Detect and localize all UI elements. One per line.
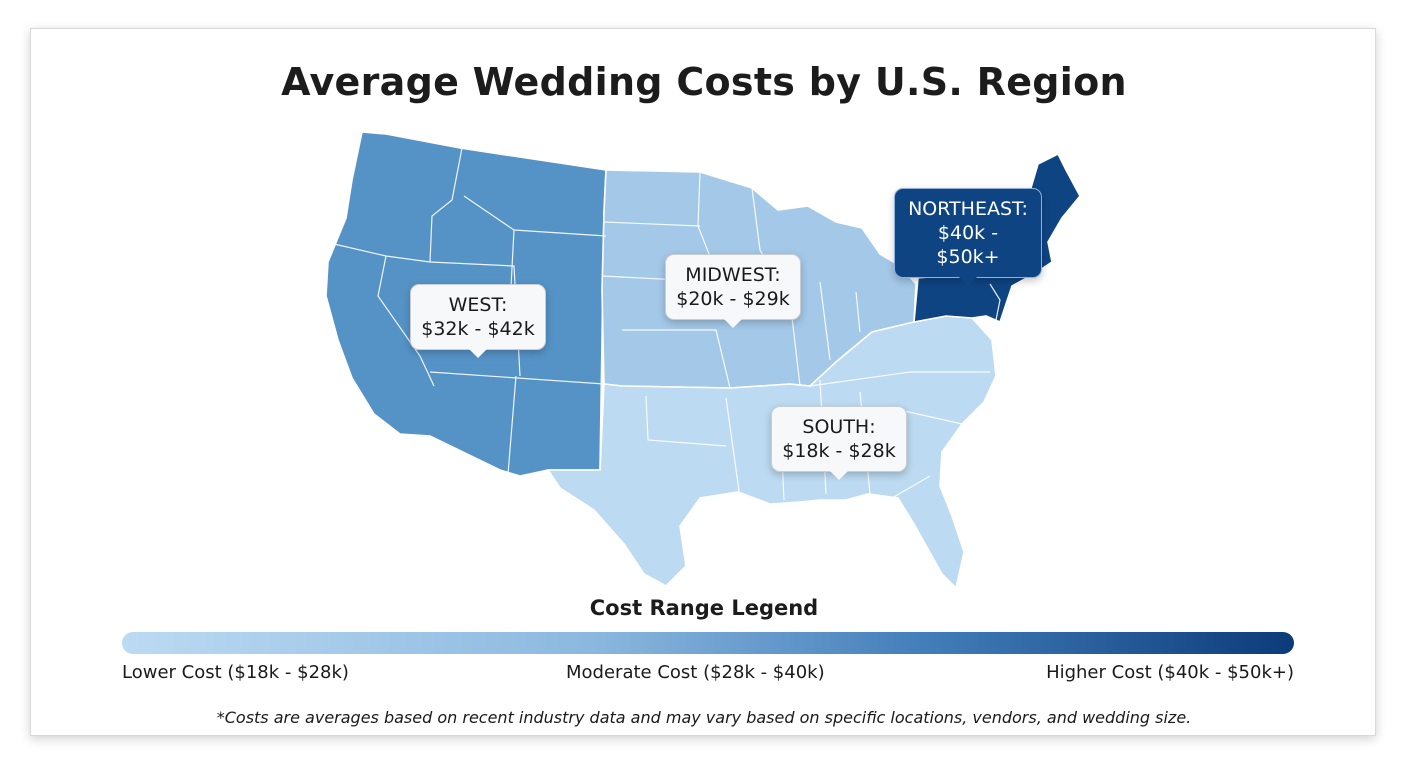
legend-title: Cost Range Legend [589, 596, 819, 620]
map-title: Average Wedding Costs by U.S. Region [281, 60, 1127, 104]
callout-northeast: NORTHEAST: $40k - $50k+ [894, 188, 1042, 286]
callout-west: WEST: $32k - $42k [410, 284, 546, 358]
region-label-south: SOUTH: [802, 416, 876, 438]
region-range-south: $18k - $28k [782, 440, 896, 462]
legend-high-label: Higher Cost ($40k - $50k+) [1046, 662, 1294, 683]
region-range-northeast: $40k - $50k+ [936, 222, 1000, 268]
legend-moderate-label: Moderate Cost ($28k - $40k) [566, 662, 825, 683]
legend-low-label: Lower Cost ($18k - $28k) [122, 662, 349, 683]
region-range-midwest: $20k - $29k [676, 288, 790, 310]
region-range-west: $32k - $42k [421, 318, 535, 340]
callout-south: SOUTH: $18k - $28k [771, 406, 907, 480]
region-label-northeast: NORTHEAST: [908, 198, 1028, 220]
region-label-midwest: MIDWEST: [685, 264, 781, 286]
callout-midwest: MIDWEST: $20k - $29k [665, 254, 801, 328]
footnote: *Costs are averages based on recent indu… [216, 708, 1192, 727]
legend-gradient-bar [122, 632, 1294, 654]
region-label-west: WEST: [448, 294, 508, 316]
